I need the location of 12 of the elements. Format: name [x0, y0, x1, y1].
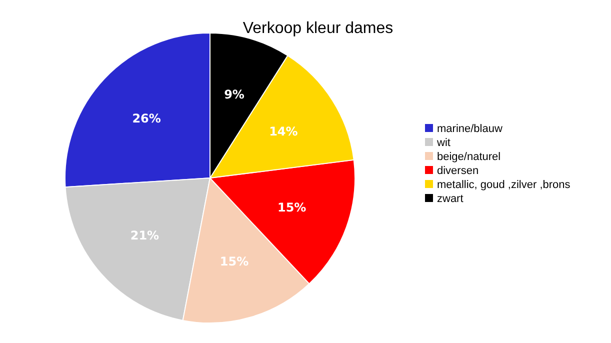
legend-label: marine/blauw [437, 122, 502, 135]
legend-label: metallic, goud ,zilver ,brons [437, 178, 571, 191]
legend-label: diversen [437, 164, 479, 177]
legend-label: beige/naturel [437, 150, 501, 163]
data-label: 15% [277, 200, 306, 215]
chart-title: Verkoop kleur dames [242, 20, 394, 37]
legend-label: zwart [437, 192, 464, 205]
data-label: 15% [220, 254, 249, 269]
legend-label: wit [436, 136, 450, 149]
data-label: 14% [269, 124, 298, 139]
data-label: 26% [132, 112, 161, 126]
data-label: 9% [224, 88, 244, 102]
